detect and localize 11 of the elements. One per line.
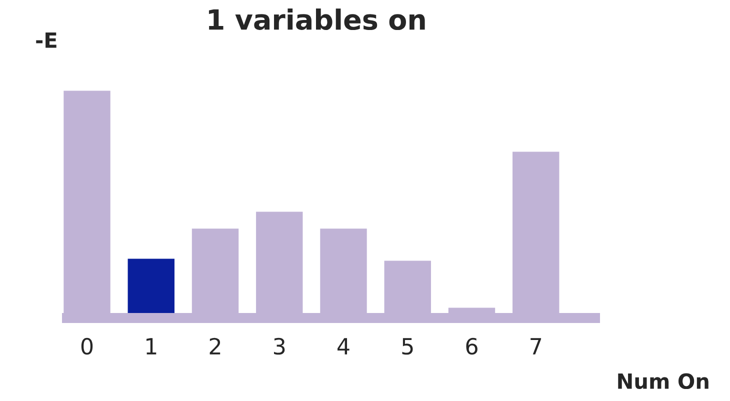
x-tick-label: 1 [146,338,156,354]
x-tick-label: 6 [466,338,478,355]
x-axis-title: Num On [618,373,708,390]
x-tick-label: 2 [210,338,220,354]
x-tick-label: 4 [338,338,350,354]
x-tick-label: 5 [402,338,413,355]
chart-title: 1 variables on [208,8,425,30]
y-axis-title: -E [36,32,56,48]
x-tick-label: 7 [530,338,542,354]
x-tick-label: 3 [274,338,285,355]
x-tick-label: 0 [81,338,93,355]
